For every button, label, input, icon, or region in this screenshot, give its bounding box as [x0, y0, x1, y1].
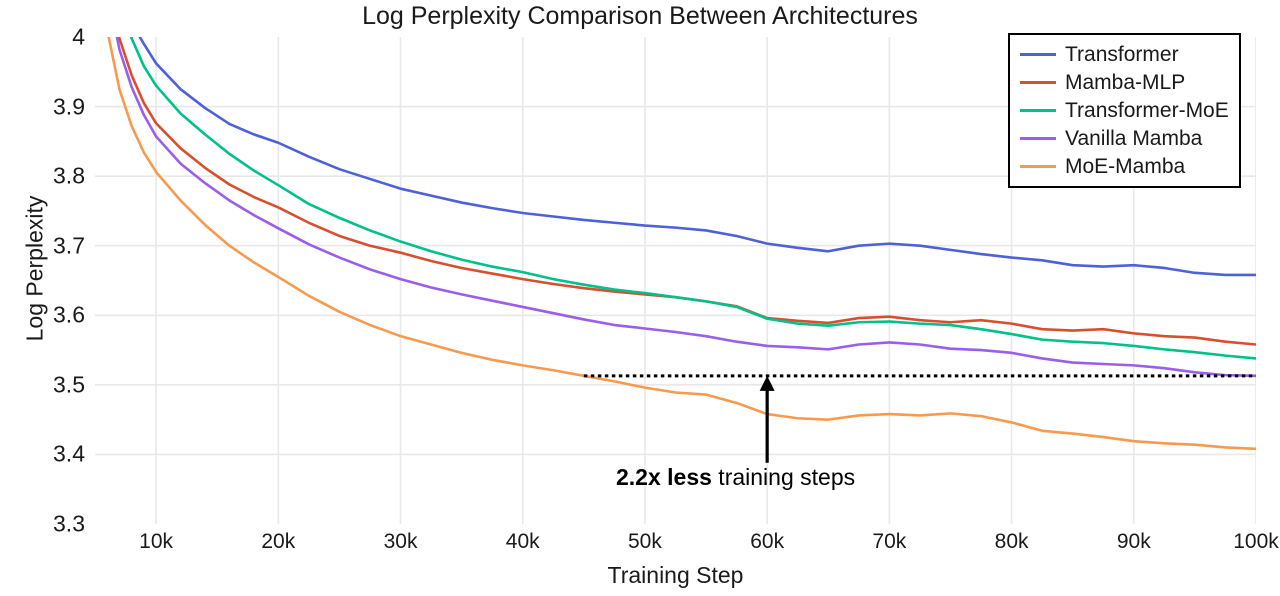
annotation-label: 2.2x less training steps	[616, 464, 855, 491]
arrow-head	[759, 375, 775, 391]
x-tick-label: 70k	[872, 530, 907, 553]
x-tick-label: 60k	[750, 530, 785, 553]
y-tick-label: 3.8	[53, 162, 85, 189]
y-axis-tick-labels: 3.3 3.4 3.5 3.6 3.7 3.8 3.9 4	[15, 24, 85, 537]
y-tick-label: 4	[72, 23, 85, 50]
legend-color-swatch	[1020, 136, 1056, 140]
legend: Transformer Mamba-MLP Transformer-MoE Vanil…	[1008, 33, 1241, 188]
chart-title: Log Perplexity Comparison Between Archit…	[362, 2, 918, 30]
legend-item[interactable]: Transformer	[1020, 40, 1229, 68]
series-line-moe-mamba	[107, 37, 1256, 451]
legend-item-label: Transformer-MoE	[1065, 98, 1229, 122]
legend-item[interactable]: Transformer-MoE	[1020, 96, 1229, 124]
legend-color-swatch	[1020, 80, 1056, 84]
x-tick-label: 50k	[628, 530, 662, 553]
plot-svg	[95, 37, 1256, 524]
legend-item[interactable]: Mamba-MLP	[1020, 68, 1229, 96]
x-axis-tick-labels: 10k 20k 30k 40k 50k 60k 70k 80k 90k 100k	[95, 530, 1279, 560]
y-tick-label: 3.9	[53, 93, 85, 120]
y-tick-label: 3.4	[53, 440, 85, 467]
y-tick-label: 3.6	[53, 301, 85, 328]
legend-color-swatch	[1020, 108, 1056, 112]
x-axis-title: Training Step	[607, 562, 744, 588]
annotation-arrow	[759, 375, 775, 463]
legend-color-swatch	[1020, 52, 1056, 56]
legend-item-label: Mamba-MLP	[1065, 70, 1186, 94]
legend-item[interactable]: Vanilla Mamba	[1020, 124, 1229, 152]
grid-lines	[95, 37, 1256, 524]
x-tick-label: 80k	[994, 530, 1029, 553]
legend-item-label: MoE-Mamba	[1065, 154, 1186, 178]
legend-item-label: Vanilla Mamba	[1065, 126, 1203, 150]
x-tick-label: 30k	[383, 530, 418, 553]
x-tick-label: 100k	[1233, 530, 1279, 553]
y-tick-label: 3.3	[53, 510, 85, 537]
x-tick-label: 20k	[261, 530, 296, 553]
x-tick-label: 40k	[505, 530, 540, 553]
series-line-transformer-moe	[129, 37, 1256, 360]
y-tick-label: 3.7	[53, 232, 85, 259]
series-line-mamba-mlp	[117, 37, 1256, 346]
x-tick-label: 90k	[1116, 530, 1151, 553]
series-line-transformer	[138, 37, 1256, 277]
annotation-rest-text: training steps	[711, 464, 856, 490]
annotation-bold-text: 2.2x less	[616, 464, 712, 490]
series-lines	[107, 37, 1256, 451]
series-line-vanilla-mamba	[115, 37, 1256, 378]
y-tick-label: 3.5	[53, 371, 85, 398]
plot-area	[95, 37, 1256, 524]
legend-color-swatch	[1020, 164, 1056, 168]
y-axis-title: Log Perplexity	[21, 195, 48, 342]
x-tick-label: 10k	[139, 530, 174, 553]
legend-item[interactable]: MoE-Mamba	[1020, 152, 1229, 180]
legend-item-label: Transformer	[1065, 42, 1179, 66]
